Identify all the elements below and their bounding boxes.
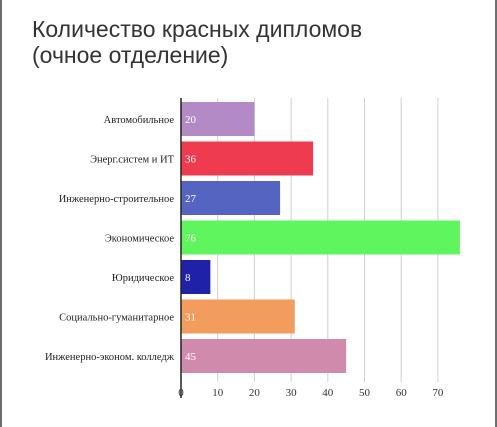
category-label: Энерг.систем и ИТ <box>90 155 174 166</box>
bar <box>181 299 295 334</box>
bar <box>181 260 211 294</box>
bar <box>181 181 281 215</box>
x-tick-label: 40 <box>322 387 334 399</box>
chart-title: Количество красных дипломов (очное отдел… <box>32 16 362 68</box>
x-tick-label: 20 <box>249 387 261 399</box>
x-tick-label: 60 <box>396 387 408 399</box>
category-label: Автомобильное <box>104 115 175 126</box>
chart-title-line-1: Количество красных дипломов <box>32 16 363 42</box>
category-label: Социально-гуманитарное <box>59 313 174 324</box>
bar <box>181 220 460 255</box>
x-tick-label: 50 <box>359 387 371 399</box>
data-label: 20 <box>185 114 197 126</box>
bars <box>181 102 460 373</box>
bar <box>181 339 347 373</box>
x-tick-label: 70 <box>432 387 444 399</box>
data-label: 27 <box>185 193 197 205</box>
x-tick-labels: 010203040506070 <box>178 387 444 399</box>
data-label: 8 <box>185 272 191 284</box>
x-tick-label: 10 <box>212 387 224 399</box>
category-label: Юридическое <box>112 273 174 284</box>
bar <box>181 102 255 136</box>
value-labels: 20 36 27 76 8 31 45 <box>185 114 197 363</box>
category-labels: Автомобильное Энерг.систем и ИТ Инженерно-… <box>45 115 175 363</box>
category-label: Инженерно-строительное <box>59 194 175 205</box>
category-label: Экономическое <box>105 234 174 245</box>
data-label: 76 <box>185 233 197 245</box>
data-label: 31 <box>185 312 196 324</box>
bar <box>181 141 314 176</box>
data-label: 45 <box>185 351 197 363</box>
category-label: Инженерно-эконом. колледж <box>45 352 175 363</box>
chart-title-line-2: (очное отделение) <box>32 42 229 68</box>
data-label: 36 <box>185 154 197 166</box>
x-tick-label: 30 <box>286 387 298 399</box>
